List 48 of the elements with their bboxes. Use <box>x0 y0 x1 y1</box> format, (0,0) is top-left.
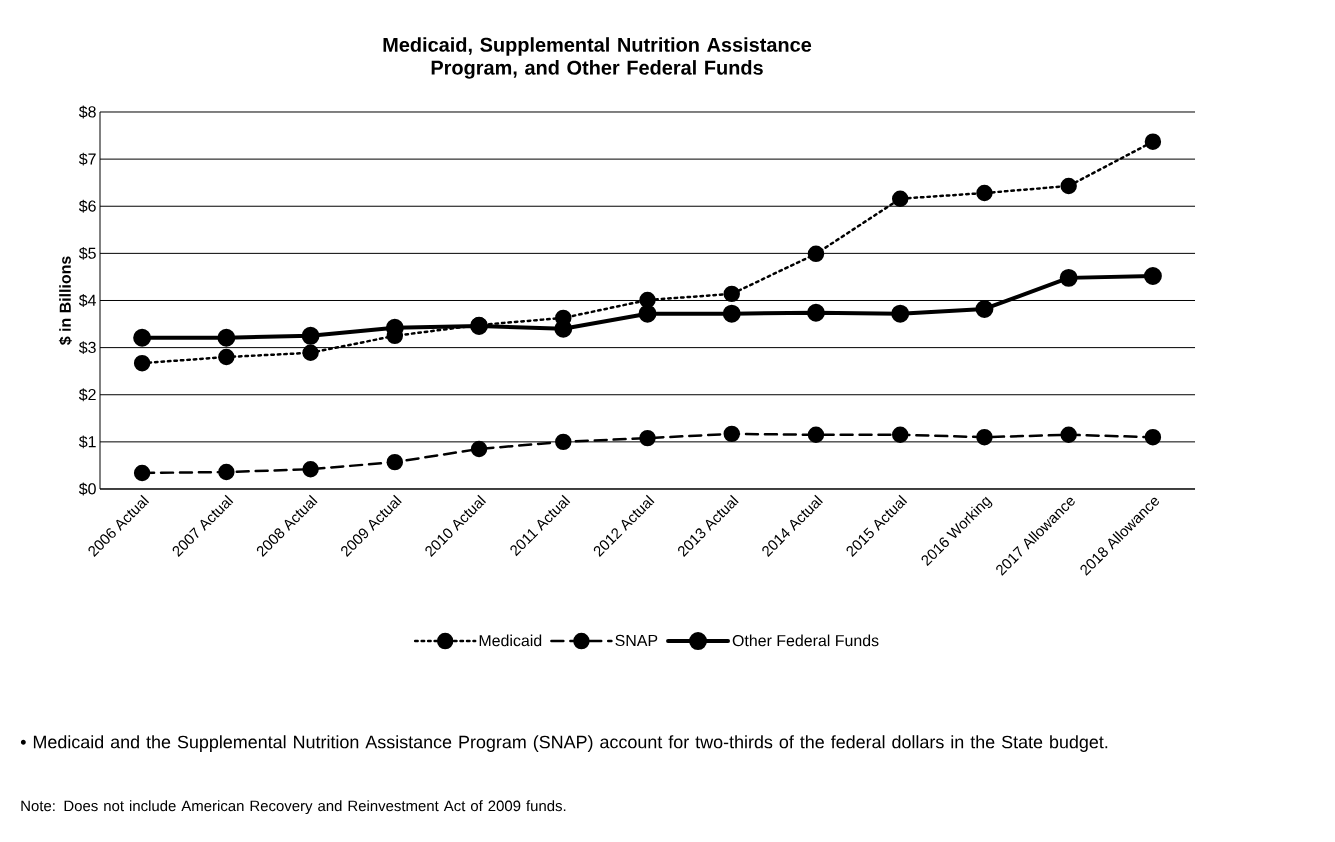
point <box>133 354 151 372</box>
point <box>302 460 319 478</box>
point <box>976 428 993 446</box>
y-tick-label: $1 <box>78 435 96 449</box>
point <box>301 326 320 345</box>
y-tick-label: $4 <box>78 294 97 307</box>
text: • Medicaid and the Supplemental Nutrition Assistance Program (SNAP) account for two-thirds of the federal dollars in the State budget. <box>20 735 1108 752</box>
y-tick-label: $6 <box>78 199 96 213</box>
point <box>386 453 404 471</box>
point <box>1060 177 1077 195</box>
point <box>891 304 910 323</box>
point <box>722 304 741 323</box>
y-tick-label: $7 <box>78 152 96 166</box>
point <box>1143 267 1162 285</box>
y-axis-title: $ in Billions <box>58 256 72 346</box>
point <box>975 300 994 318</box>
point <box>1060 426 1077 444</box>
point <box>723 425 740 443</box>
point <box>639 429 656 447</box>
point <box>302 344 319 362</box>
point <box>807 245 825 263</box>
point <box>1144 428 1162 446</box>
text: Note: Does not include American Recovery and Reinvestment Act of 2009 funds. <box>21 800 566 815</box>
y-tick-label: $5 <box>78 246 96 260</box>
point <box>470 440 488 458</box>
chart-title: Medicaid, Supplemental Nutrition Assistance Program, and Other Federal Funds <box>383 37 812 79</box>
point <box>638 304 657 323</box>
y-tick-label: $3 <box>78 341 96 355</box>
legend-label: Medicaid <box>479 634 542 647</box>
point <box>555 433 572 451</box>
point <box>218 348 235 366</box>
point <box>891 190 909 207</box>
y-tick-label: $2 <box>78 388 96 402</box>
point <box>133 464 151 482</box>
y-tick-label: $0 <box>78 482 96 496</box>
point <box>1144 133 1162 150</box>
legend-label: Other Federal Funds <box>732 634 879 647</box>
point <box>807 303 825 322</box>
point <box>807 426 825 444</box>
point <box>976 184 993 202</box>
point <box>891 426 909 444</box>
point <box>723 285 740 303</box>
point <box>217 328 236 347</box>
legend-label: SNAP <box>615 634 658 647</box>
point <box>218 463 235 481</box>
y-tick-label: $8 <box>78 105 96 119</box>
point <box>133 328 152 347</box>
point <box>1059 268 1078 287</box>
